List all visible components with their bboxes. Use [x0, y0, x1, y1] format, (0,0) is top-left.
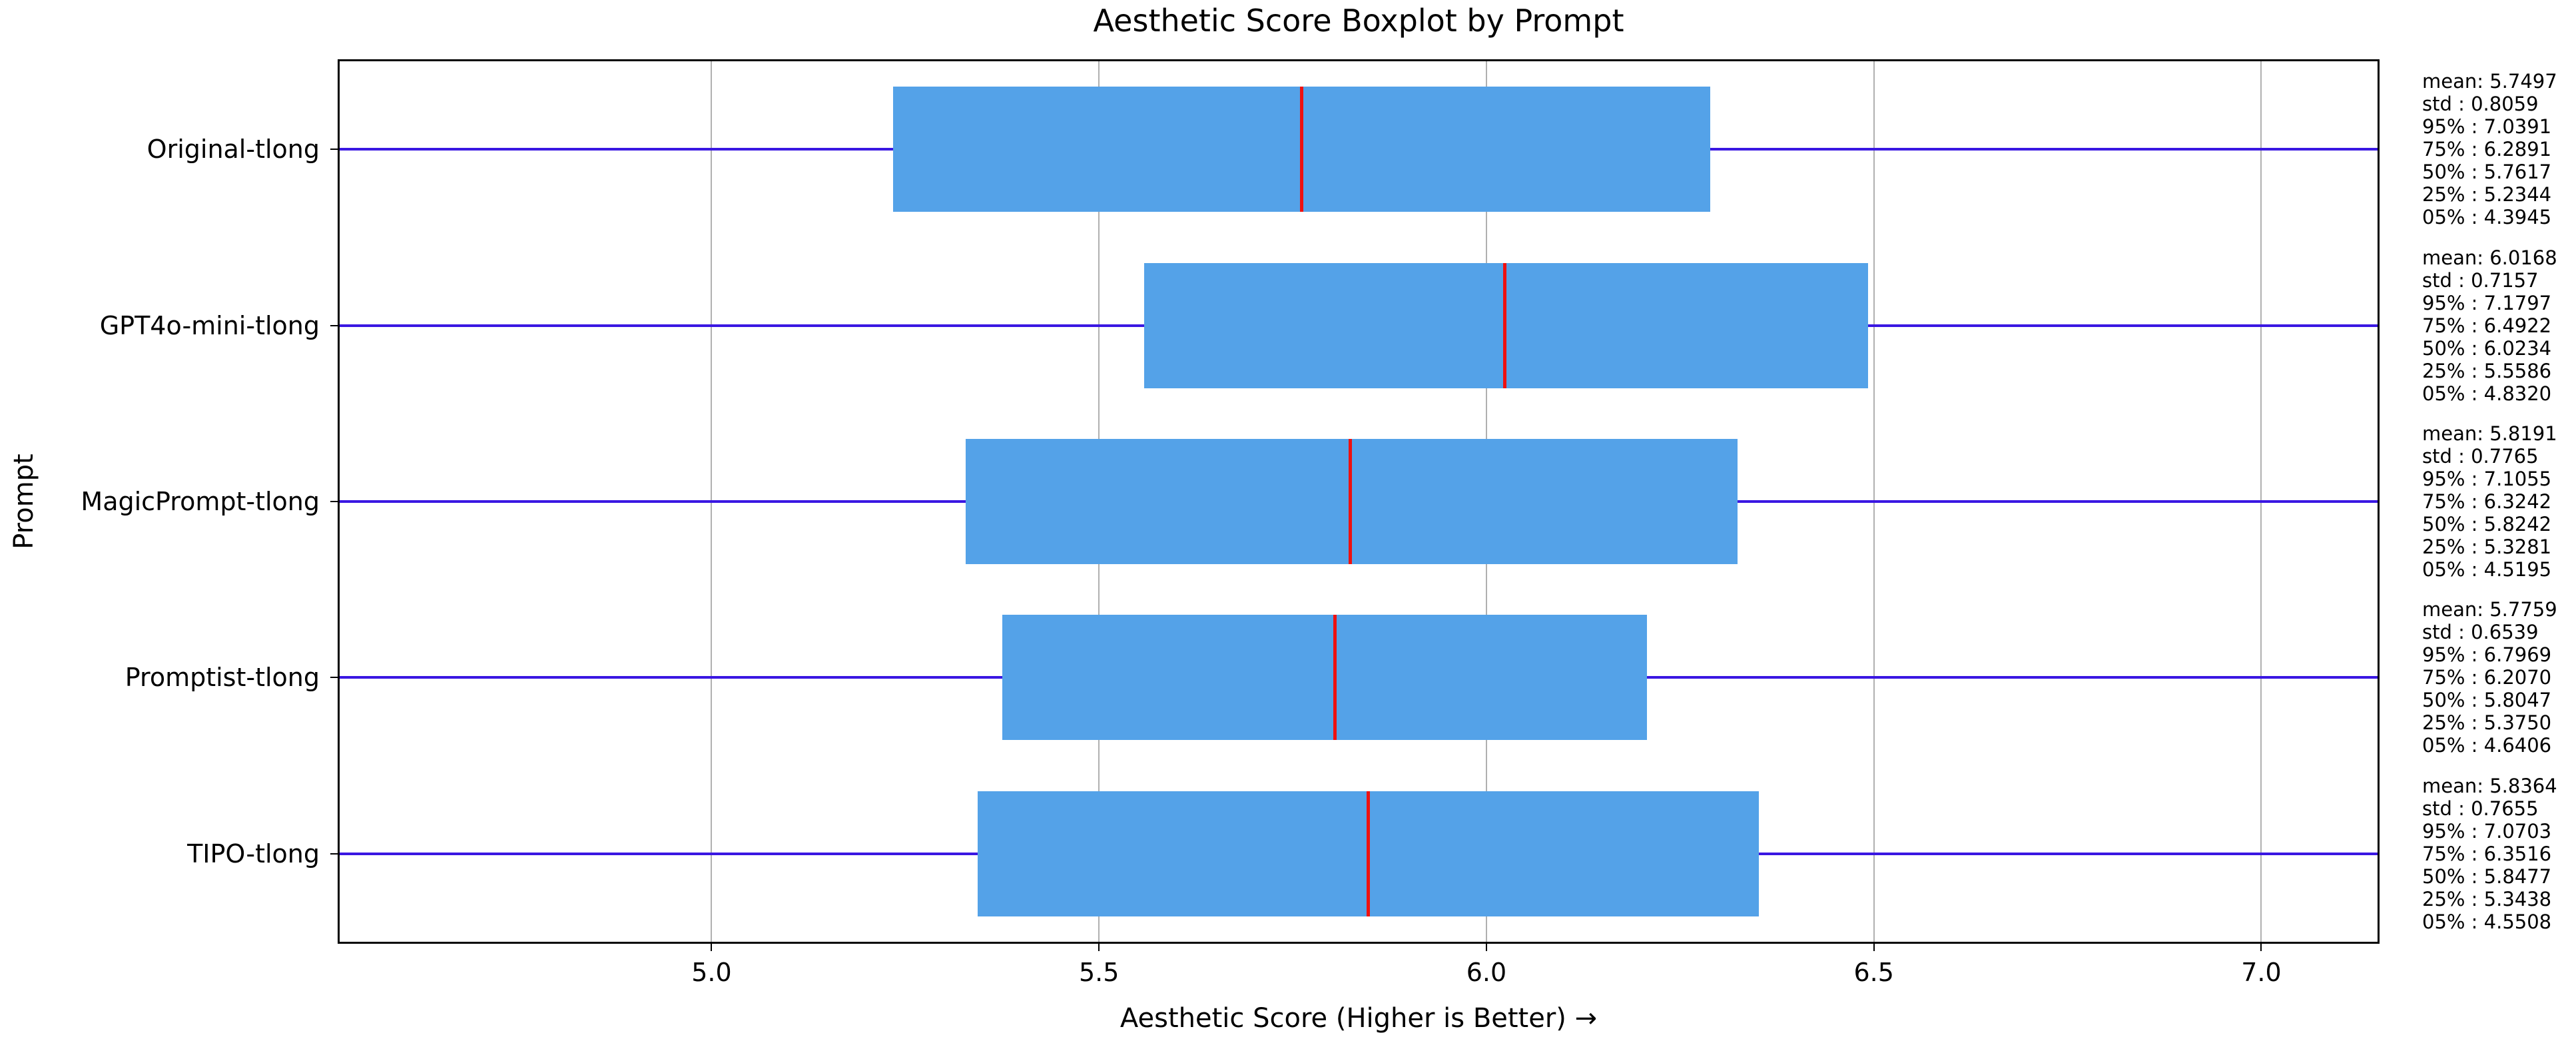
stats-line: 95% : 7.1797 — [2422, 291, 2552, 314]
stats-line: std : 0.8059 — [2422, 93, 2539, 116]
y-tick — [330, 677, 340, 679]
x-tick — [1873, 942, 1875, 951]
stats-line: 75% : 6.2070 — [2422, 666, 2552, 689]
stats-line: 75% : 6.4922 — [2422, 314, 2552, 337]
stats-line: 25% : 5.3438 — [2422, 887, 2552, 910]
stats-line: 05% : 4.5195 — [2422, 558, 2552, 581]
stats-line: mean: 6.0168 — [2422, 246, 2557, 269]
stats-line: 05% : 4.5508 — [2422, 910, 2552, 933]
x-tick-label: 5.0 — [691, 958, 732, 987]
x-tick-label: 6.5 — [1853, 958, 1894, 987]
stats-line: 50% : 5.8047 — [2422, 689, 2552, 712]
stats-line: 95% : 7.0703 — [2422, 819, 2552, 843]
y-tick — [330, 149, 340, 151]
y-tick-label: GPT4o-mini-tlong — [99, 310, 320, 340]
stats-block: mean: 6.0168 std : 0.7157 95% : 7.1797 75% … — [2422, 246, 2575, 405]
median-line — [1300, 87, 1304, 212]
x-tick — [1098, 942, 1100, 951]
median-line — [1367, 791, 1371, 916]
x-tick — [711, 942, 713, 951]
stats-line: 25% : 5.3281 — [2422, 535, 2552, 558]
stats-line: 75% : 6.2891 — [2422, 138, 2552, 161]
stats-line: mean: 5.7497 — [2422, 70, 2557, 93]
stats-block: mean: 5.8191 std : 0.7765 95% : 7.1055 75% … — [2422, 422, 2575, 581]
y-tick — [330, 853, 340, 855]
stats-block: mean: 5.7759 std : 0.6539 95% : 6.7969 75% … — [2422, 598, 2575, 757]
median-line — [1348, 439, 1352, 564]
stats-line: std : 0.7655 — [2422, 797, 2539, 820]
y-tick-label: Original-tlong — [147, 135, 320, 165]
x-axis-label: Aesthetic Score (Higher is Better) → — [1120, 1003, 1598, 1034]
stats-line: mean: 5.8364 — [2422, 774, 2557, 797]
stats-line: 75% : 6.3242 — [2422, 490, 2552, 513]
stats-line: std : 0.7157 — [2422, 268, 2539, 292]
stats-line: std : 0.6539 — [2422, 621, 2539, 644]
stats-line: mean: 5.7759 — [2422, 598, 2557, 621]
y-tick-label: MagicPrompt-tlong — [81, 487, 320, 516]
y-tick-label: Promptist-tlong — [125, 663, 320, 693]
stats-line: 95% : 7.0391 — [2422, 115, 2552, 139]
x-tick-label: 5.5 — [1079, 958, 1120, 987]
stats-line: 50% : 5.8242 — [2422, 513, 2552, 535]
stats-line: 75% : 6.3516 — [2422, 842, 2552, 865]
x-tick — [2260, 942, 2262, 951]
stats-line: 25% : 5.5586 — [2422, 359, 2552, 382]
stats-line: 05% : 4.6406 — [2422, 734, 2552, 757]
x-tick-label: 7.0 — [2241, 958, 2282, 987]
stats-block: mean: 5.8364 std : 0.7655 95% : 7.0703 75% … — [2422, 775, 2575, 933]
stats-line: 05% : 4.8320 — [2422, 382, 2552, 405]
y-tick — [330, 501, 340, 502]
y-tick-label: TIPO-tlong — [187, 839, 320, 869]
stats-line: std : 0.7765 — [2422, 445, 2539, 468]
y-tick — [330, 324, 340, 326]
stats-line: 25% : 5.2344 — [2422, 183, 2552, 206]
box — [1002, 615, 1647, 741]
plot-area — [338, 59, 2380, 944]
stats-line: 50% : 6.0234 — [2422, 336, 2552, 360]
stats-line: 25% : 5.3750 — [2422, 711, 2552, 735]
stats-line: 95% : 7.1055 — [2422, 468, 2552, 490]
stats-line: 95% : 6.7969 — [2422, 643, 2552, 667]
stats-line: mean: 5.8191 — [2422, 422, 2557, 445]
stats-line: 05% : 4.3945 — [2422, 206, 2552, 229]
median-line — [1502, 262, 1506, 388]
chart-title: Aesthetic Score Boxplot by Prompt — [1093, 3, 1624, 39]
stats-line: 50% : 5.8477 — [2422, 865, 2552, 888]
stats-line: 50% : 5.7617 — [2422, 161, 2552, 184]
median-line — [1333, 615, 1337, 741]
stats-block: mean: 5.7497 std : 0.8059 95% : 7.0391 75% … — [2422, 70, 2575, 228]
x-tick-label: 6.0 — [1466, 958, 1507, 987]
x-tick — [1485, 942, 1487, 951]
